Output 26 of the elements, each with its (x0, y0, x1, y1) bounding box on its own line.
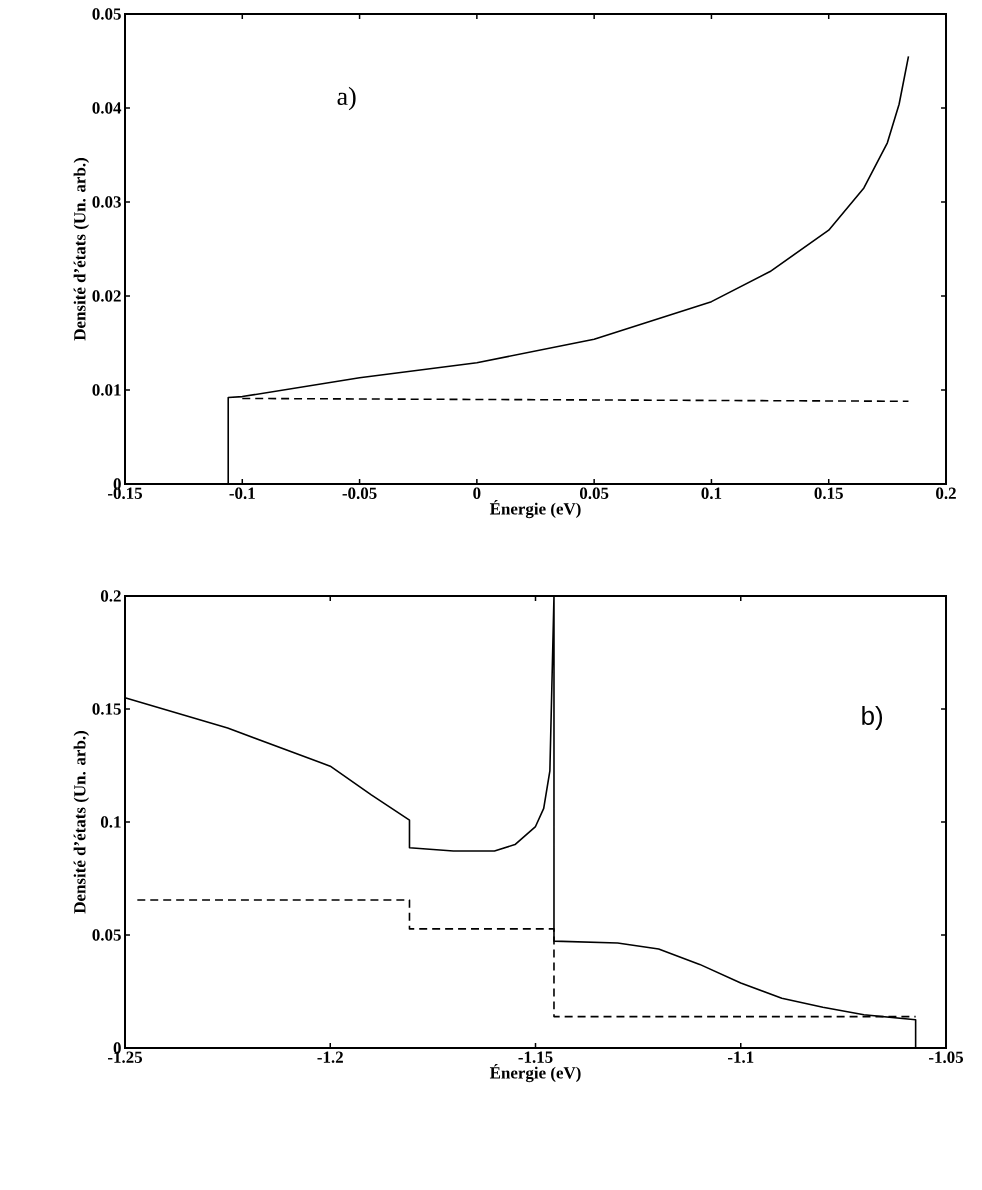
x-axis-title: Énergie (eV) (489, 499, 581, 519)
x-tick-label: 0.05 (579, 487, 609, 500)
y-axis-title: Densité d’états (Un. arb.) (73, 731, 89, 914)
x-tick-label: 0.15 (814, 487, 843, 500)
y-tick-label: 0.05 (92, 8, 121, 20)
y-tick-label: 0.2 (100, 590, 121, 602)
y-tick-label: 0.1 (100, 816, 121, 828)
x-tick-label: 0.1 (701, 487, 722, 500)
y-tick-label: 0.02 (92, 290, 121, 302)
x-axis-title: Énergie (eV) (489, 1063, 581, 1083)
x-tick-label: -0.05 (342, 487, 377, 500)
y-tick-label: 0.15 (92, 703, 121, 715)
y-tick-label: 0.05 (92, 929, 121, 941)
y-tick-label: 0.03 (92, 196, 121, 208)
annotation: a) (337, 86, 356, 111)
y-tick-label: 0.01 (92, 384, 121, 396)
x-tick-label: -1.05 (929, 1051, 964, 1064)
x-tick-label: -1.2 (317, 1051, 343, 1063)
annotation: b) (862, 705, 883, 731)
x-tick-label: 0.2 (936, 487, 956, 500)
y-tick-label: 0.04 (92, 102, 122, 114)
x-tick-label: -1.15 (518, 1051, 553, 1063)
x-tick-label: 0 (473, 487, 481, 499)
x-tick-label: -0.1 (229, 487, 255, 500)
x-tick-label: -1.1 (727, 1051, 754, 1063)
y-axis-title: Densité d’états (Un. arb.) (73, 158, 89, 341)
